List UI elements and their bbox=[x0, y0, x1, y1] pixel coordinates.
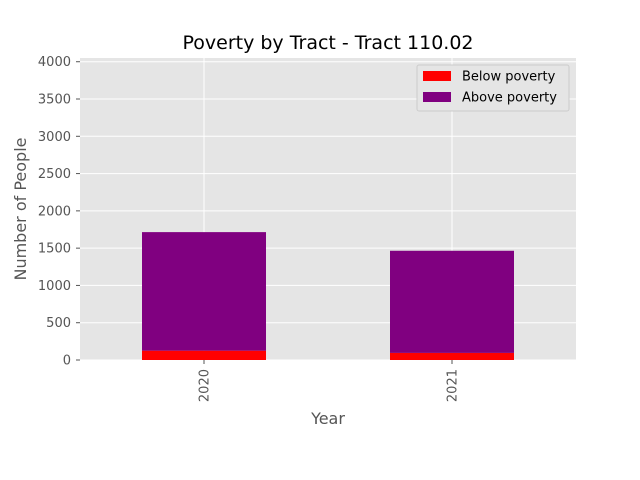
y-axis-ticks: 0 500 1000 1500 2000 2500 3000 3500 4000 bbox=[38, 55, 80, 369]
x-axis-ticks: 2020 2021 bbox=[198, 360, 461, 402]
y-tick-label: 2000 bbox=[38, 204, 71, 219]
legend-label: Above poverty bbox=[462, 91, 557, 106]
x-tick-label: 2020 bbox=[198, 369, 213, 402]
bar-below-poverty-2021 bbox=[390, 352, 514, 360]
y-tick-label: 4000 bbox=[38, 55, 71, 70]
y-tick-label: 3500 bbox=[38, 93, 71, 108]
legend-box bbox=[416, 64, 570, 112]
bar-above-poverty-2021 bbox=[390, 250, 514, 353]
legend-label: Below poverty bbox=[462, 70, 556, 85]
y-tick-label: 1000 bbox=[38, 279, 71, 294]
legend: Below poverty Above poverty bbox=[416, 64, 570, 112]
legend-swatch bbox=[423, 71, 451, 81]
bars bbox=[142, 232, 514, 360]
legend-swatch bbox=[423, 92, 451, 102]
x-axis-label: Year bbox=[310, 409, 345, 428]
x-tick-label: 2021 bbox=[446, 369, 461, 402]
bar-below-poverty-2020 bbox=[142, 350, 266, 360]
y-tick-label: 0 bbox=[63, 354, 71, 369]
y-tick-label: 1500 bbox=[38, 242, 71, 257]
y-tick-label: 500 bbox=[46, 316, 71, 331]
y-tick-label: 3000 bbox=[38, 130, 71, 145]
chart-title: Poverty by Tract - Tract 110.02 bbox=[182, 32, 473, 54]
bar-above-poverty-2020 bbox=[142, 232, 266, 351]
y-axis-label: Number of People bbox=[11, 137, 30, 280]
y-tick-label: 2500 bbox=[38, 167, 71, 182]
